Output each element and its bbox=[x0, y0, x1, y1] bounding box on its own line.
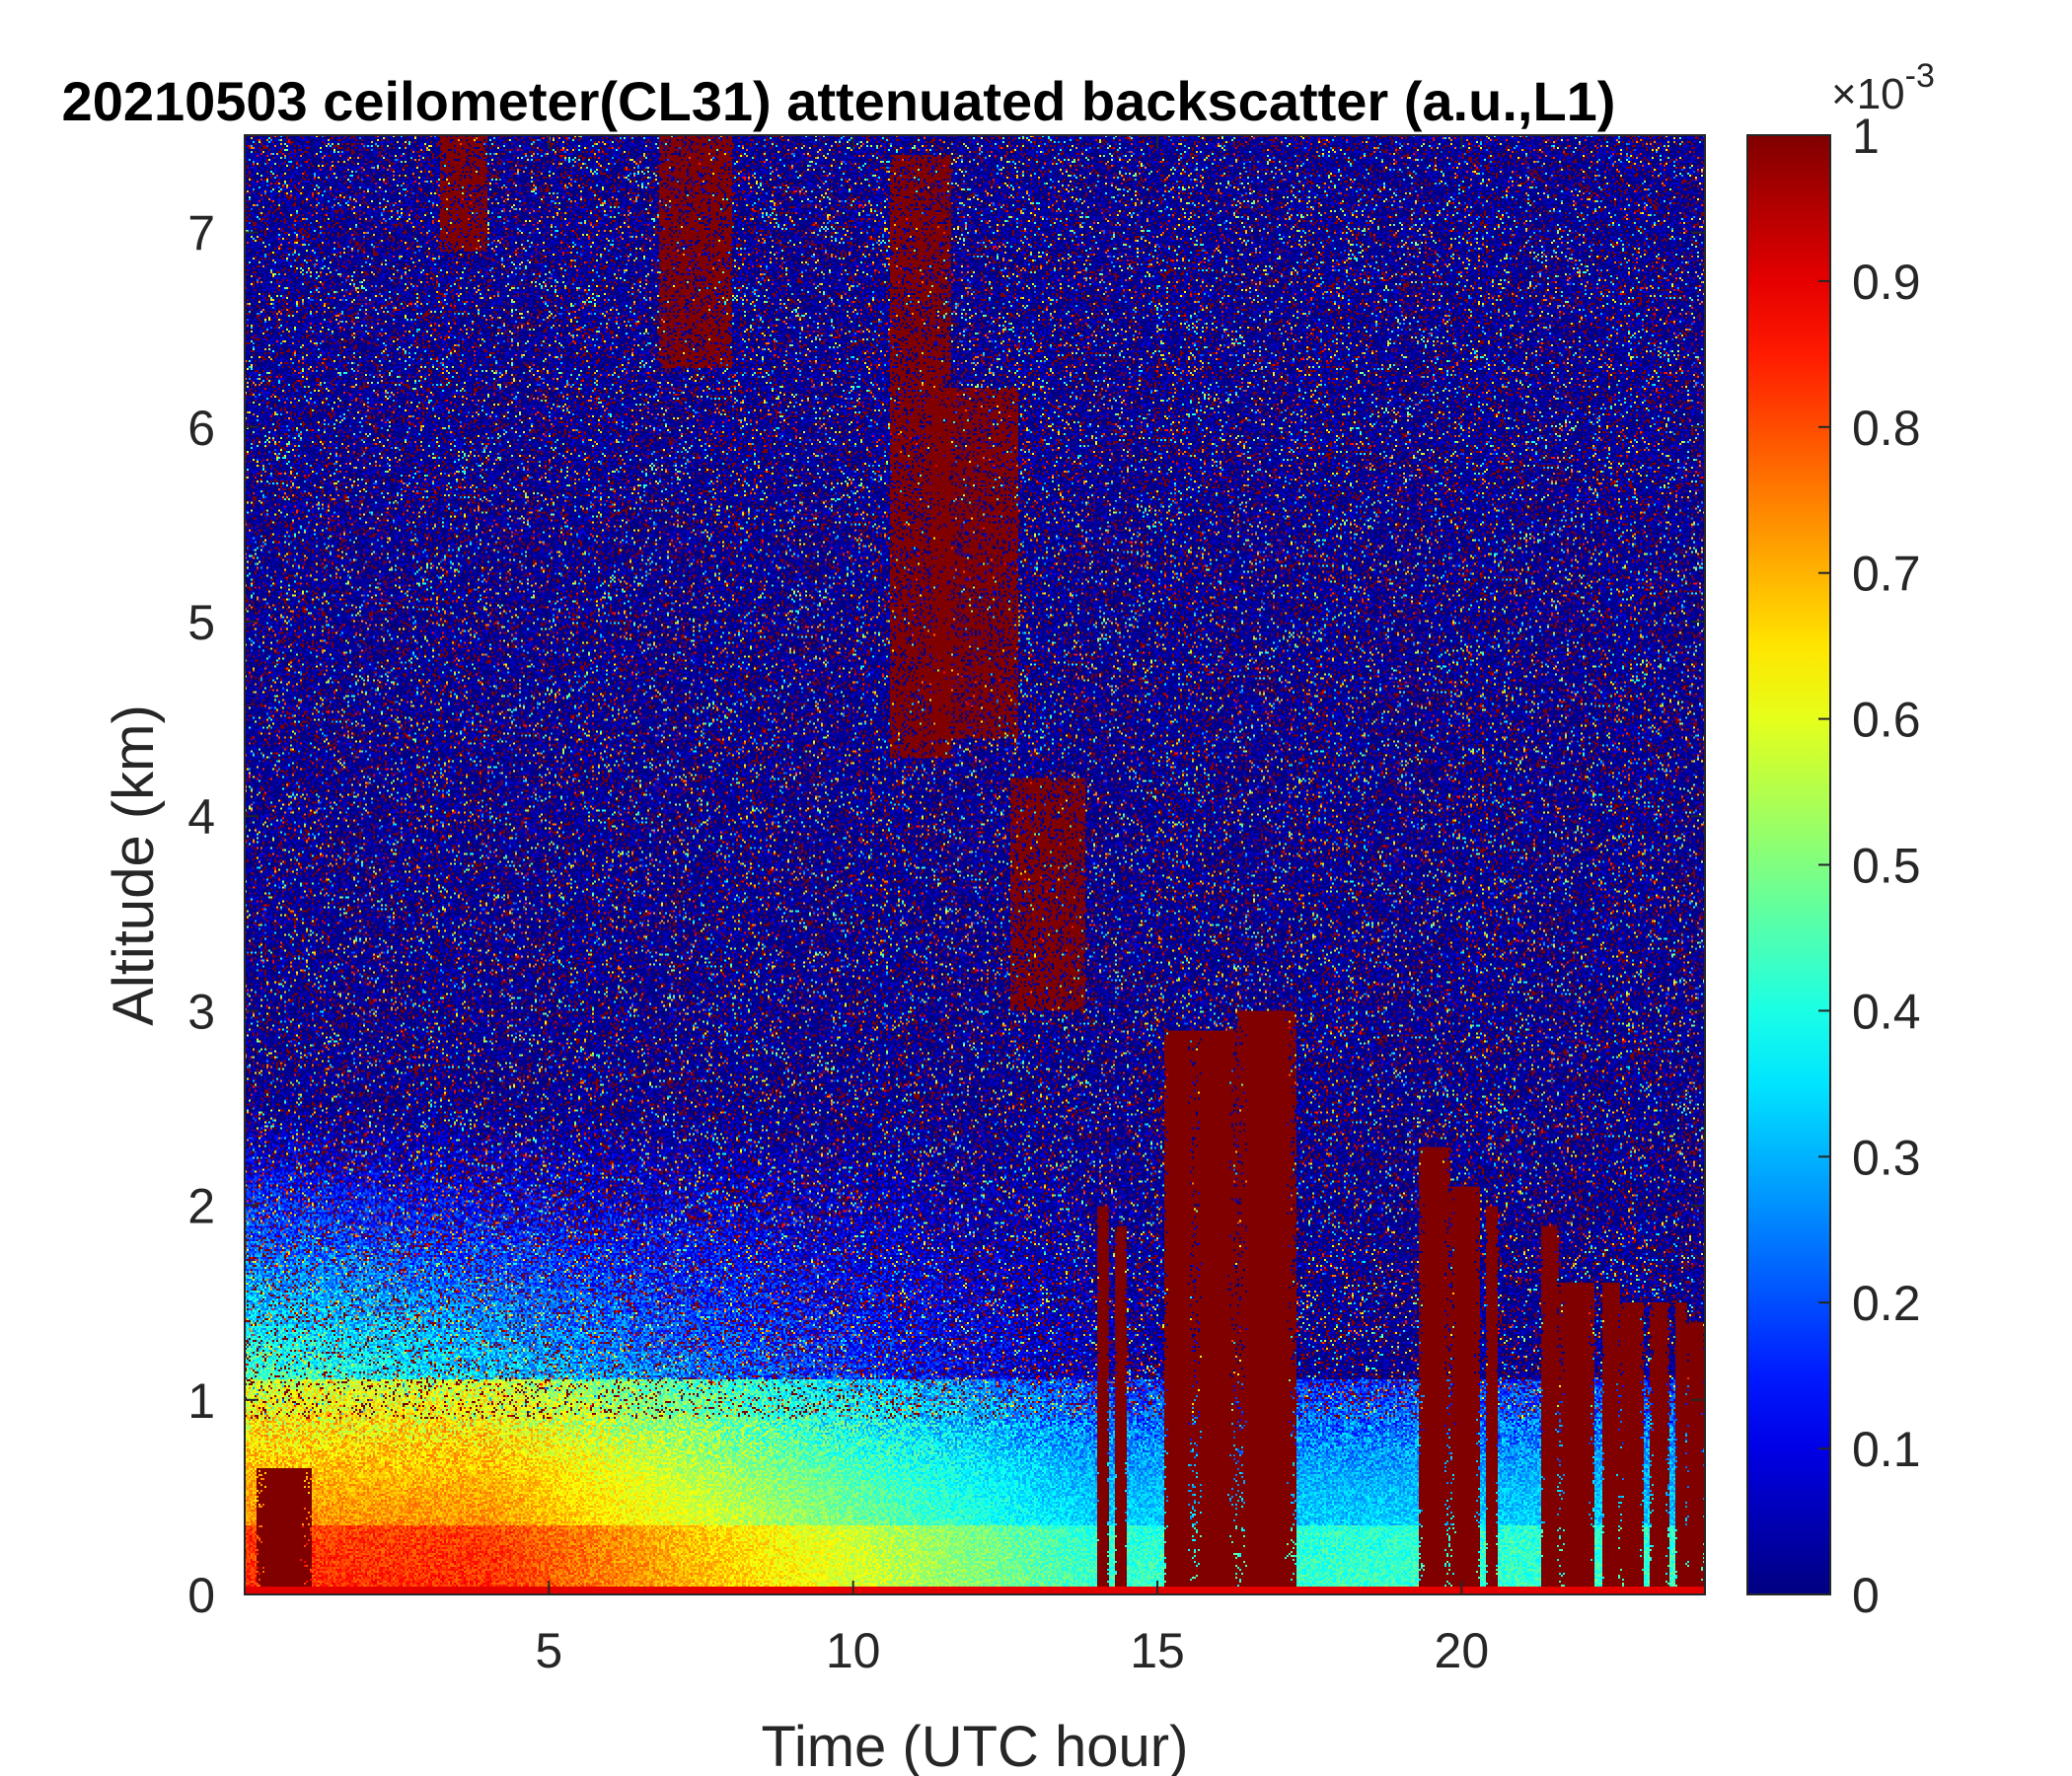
y-tick-label: 7 bbox=[187, 206, 215, 261]
colorbar-tick-label: 0.6 bbox=[1852, 693, 1921, 748]
plot-area bbox=[244, 134, 1706, 1595]
colorbar-tick-label: 0.3 bbox=[1852, 1130, 1921, 1185]
colorbar-tick-label: 0.7 bbox=[1852, 547, 1921, 602]
x-tick-label: 10 bbox=[826, 1623, 881, 1678]
colorbar-tick-label: 0.1 bbox=[1852, 1422, 1921, 1477]
colorbar-multiplier-exponent: -3 bbox=[1905, 57, 1935, 95]
y-tick-label: 0 bbox=[187, 1568, 215, 1623]
chart-title: 20210503 ceilometer(CL31) attenuated bac… bbox=[62, 70, 1616, 132]
colorbar-tick-label: 0.5 bbox=[1852, 839, 1921, 894]
y-tick-label: 4 bbox=[187, 789, 215, 845]
x-tick-label: 5 bbox=[535, 1623, 562, 1678]
colorbar-multiplier-base: ×10 bbox=[1831, 70, 1905, 118]
colorbar-tick-label: 0.4 bbox=[1852, 984, 1921, 1039]
colorbar-tick-label: 0.8 bbox=[1852, 401, 1921, 456]
y-tick-label: 1 bbox=[187, 1373, 215, 1429]
colorbar-tick-label: 1 bbox=[1852, 109, 1880, 164]
colorbar-gradient bbox=[1747, 135, 1830, 1594]
x-tick-label: 20 bbox=[1435, 1623, 1490, 1678]
x-axis-label: Time (UTC hour) bbox=[762, 1715, 1189, 1776]
y-axis-label: Altitude (km) bbox=[102, 704, 166, 1026]
x-tick-label: 15 bbox=[1130, 1623, 1185, 1678]
colorbar-multiplier: ×10-3 bbox=[1831, 57, 1935, 118]
colorbar-tick-label: 0.9 bbox=[1852, 255, 1921, 310]
x-axis: 5 10 15 20 bbox=[535, 135, 1489, 1678]
colorbar-tick-label: 0.2 bbox=[1852, 1276, 1921, 1331]
y-tick-label: 6 bbox=[187, 401, 215, 456]
y-axis: 0 1 2 3 4 5 6 7 bbox=[187, 206, 1705, 1623]
colorbar-ticks: 0 0.1 0.2 0.3 0.4 0.5 0.6 0.7 0.8 0.9 1 bbox=[1818, 109, 1921, 1623]
y-tick-label: 5 bbox=[187, 595, 215, 650]
y-tick-label: 2 bbox=[187, 1179, 215, 1234]
y-tick-label: 3 bbox=[187, 984, 215, 1039]
colorbar-tick-label: 0 bbox=[1852, 1568, 1880, 1623]
backscatter-heatmap bbox=[245, 135, 1705, 1594]
plot-frame bbox=[244, 134, 1706, 1595]
colorbar: 0 0.1 0.2 0.3 0.4 0.5 0.6 0.7 0.8 0.9 1 ×10-3 bbox=[1746, 57, 1935, 1623]
